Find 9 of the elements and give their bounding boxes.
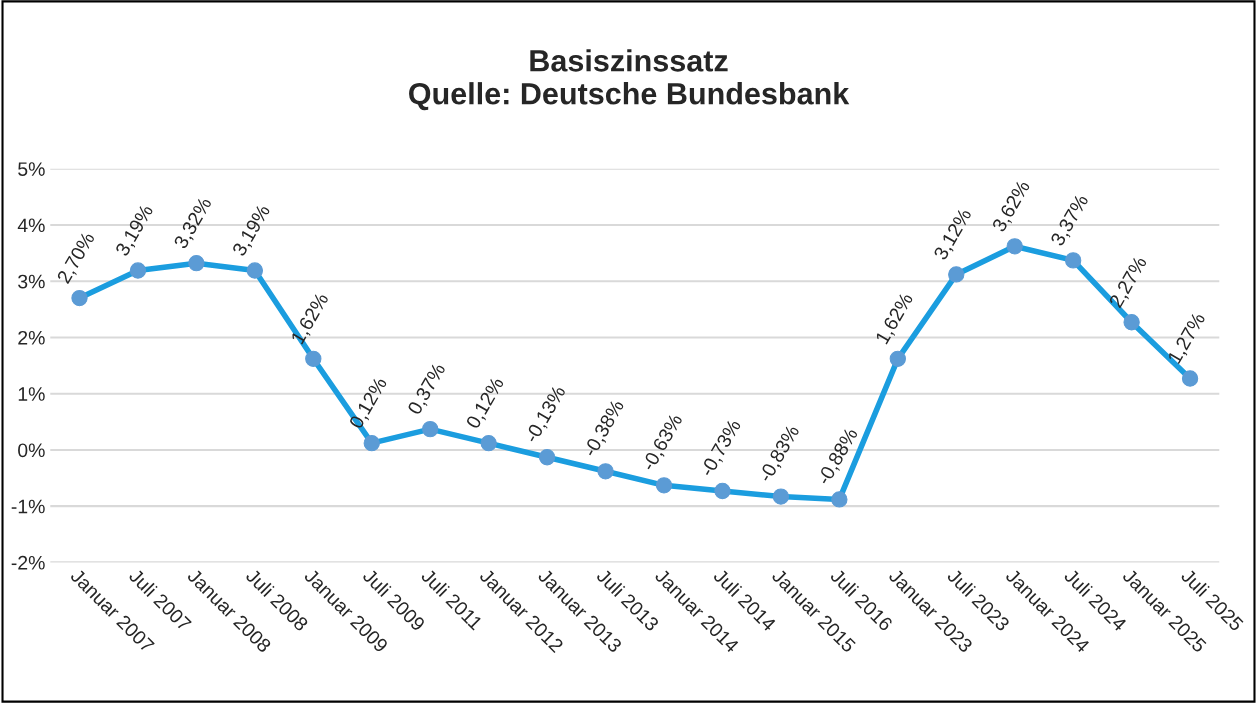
y-tick-label: 2% bbox=[18, 330, 45, 345]
y-tick-label: 3% bbox=[18, 274, 45, 289]
y-tick-label: -2% bbox=[11, 555, 45, 570]
y-tick-label: 4% bbox=[17, 218, 45, 233]
y-tick-label: 5% bbox=[18, 162, 45, 176]
y-tick-label: -1% bbox=[11, 499, 45, 514]
y-tick-label: 0% bbox=[18, 443, 45, 458]
chart-title: Basiszinssatz Quelle: Deutsche Bundesbank bbox=[409, 49, 850, 111]
y-tick-label: 1% bbox=[18, 387, 45, 401]
